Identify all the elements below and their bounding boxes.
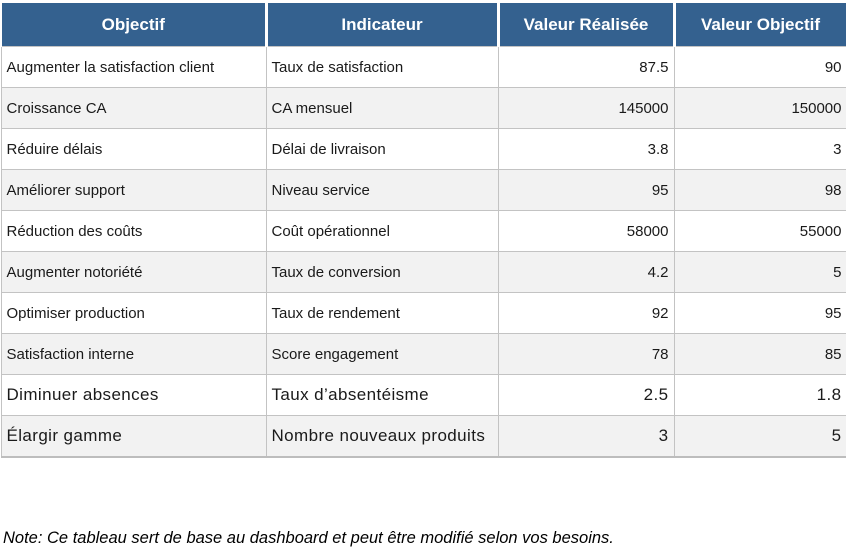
column-header-objectif: Objectif [0,0,268,47]
objectif-cell: Optimiser production [0,292,267,334]
table-row: Diminuer absences Taux d’absentéisme 2.5 1.… [0,374,846,416]
footnote: Note: Ce tableau sert de base au dashboa… [3,529,614,547]
indicateur-cell: Délai de livraison [265,128,499,170]
table-row: Augmenter notoriété Taux de conversion 4.2… [0,251,846,293]
table-row: Satisfaction interne Score engagement 78 85 [0,333,846,375]
table-row: Augmenter la satisfaction client Taux de … [0,46,846,88]
valeur-objectif-cell: 90 [673,46,846,88]
valeur-realisee-cell: 92 [497,292,675,334]
valeur-objectif-cell: 55000 [673,210,846,252]
indicateur-cell: Score engagement [265,333,499,375]
table-body: Augmenter la satisfaction client Taux de … [0,46,846,458]
valeur-objectif-cell: 95 [673,292,846,334]
objectif-cell: Élargir gamme [0,415,267,458]
header-row: Objectif Indicateur Valeur Réalisée Vale… [0,0,846,47]
indicateur-cell: Niveau service [265,169,499,211]
valeur-objectif-cell: 5 [673,251,846,293]
valeur-objectif-cell: 3 [673,128,846,170]
table-row: Améliorer support Niveau service 95 98 [0,169,846,211]
valeur-objectif-cell: 5 [673,415,846,458]
valeur-realisee-cell: 3 [497,415,675,458]
indicateur-cell: Taux d’absentéisme [265,374,499,416]
table-row: Croissance CA CA mensuel 145000 150000 [0,87,846,129]
column-header-valeur-objectif: Valeur Objectif [672,0,846,47]
table-row: Optimiser production Taux de rendement 92 9… [0,292,846,334]
objectif-cell: Croissance CA [0,87,267,129]
valeur-realisee-cell: 58000 [497,210,675,252]
valeur-realisee-cell: 4.2 [497,251,675,293]
table-row: Élargir gamme Nombre nouveaux produits 3 5 [0,415,846,458]
objectif-cell: Diminuer absences [0,374,267,416]
indicateur-cell: Coût opérationnel [265,210,499,252]
valeur-objectif-cell: 150000 [673,87,846,129]
table-header: Objectif Indicateur Valeur Réalisée Vale… [0,0,846,47]
valeur-realisee-cell: 2.5 [497,374,675,416]
valeur-objectif-cell: 98 [673,169,846,211]
valeur-realisee-cell: 145000 [497,87,675,129]
valeur-objectif-cell: 85 [673,333,846,375]
column-header-indicateur: Indicateur [264,0,500,47]
indicateur-cell: Taux de satisfaction [265,46,499,88]
objectif-cell: Augmenter la satisfaction client [0,46,267,88]
objectif-cell: Améliorer support [0,169,267,211]
kpi-table: Objectif Indicateur Valeur Réalisée Vale… [0,0,846,458]
column-header-valeur-realisee: Valeur Réalisée [496,0,676,47]
objectif-cell: Augmenter notoriété [0,251,267,293]
objectif-cell: Réduire délais [0,128,267,170]
table-row: Réduction des coûts Coût opérationnel 5800… [0,210,846,252]
table-row: Réduire délais Délai de livraison 3.8 3 [0,128,846,170]
valeur-realisee-cell: 3.8 [497,128,675,170]
indicateur-cell: CA mensuel [265,87,499,129]
objectif-cell: Réduction des coûts [0,210,267,252]
valeur-realisee-cell: 87.5 [497,46,675,88]
indicateur-cell: Taux de conversion [265,251,499,293]
indicateur-cell: Taux de rendement [265,292,499,334]
valeur-objectif-cell: 1.8 [673,374,846,416]
valeur-realisee-cell: 95 [497,169,675,211]
objectif-cell: Satisfaction interne [0,333,267,375]
indicateur-cell: Nombre nouveaux produits [265,415,499,458]
valeur-realisee-cell: 78 [497,333,675,375]
